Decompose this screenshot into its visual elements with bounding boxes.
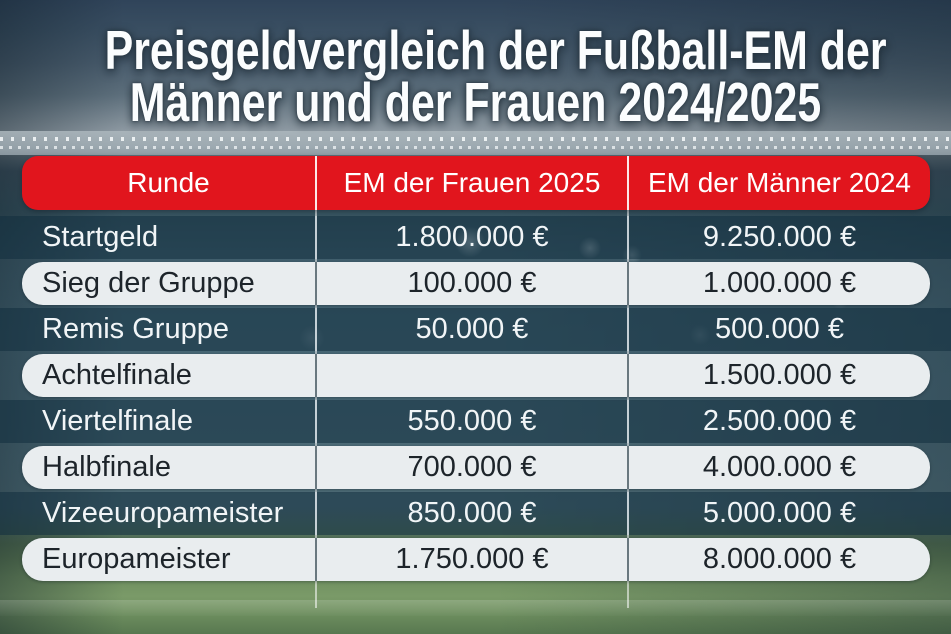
cell-runde: Europameister bbox=[42, 543, 231, 575]
cell-frauen-2025: 850.000 € bbox=[315, 492, 627, 535]
table-body: Startgeld 1.800.000 € 9.250.000 € Sieg d… bbox=[0, 216, 951, 581]
cell-frauen-2025: 1.800.000 € bbox=[315, 216, 627, 259]
cell-runde: Remis Gruppe bbox=[42, 313, 229, 345]
cell-maenner-2024: 1.000.000 € bbox=[626, 262, 930, 305]
cell-maenner-2024: 500.000 € bbox=[626, 308, 930, 351]
cell-maenner-2024: 8.000.000 € bbox=[626, 538, 930, 581]
title-line-2: Männer und der Frauen 2024/2025 bbox=[129, 71, 822, 133]
cell-runde: Achtelfinale bbox=[42, 359, 192, 391]
cell-runde: Viertelfinale bbox=[42, 405, 194, 437]
cell-frauen-2025 bbox=[315, 354, 627, 397]
cell-maenner-2024: 2.500.000 € bbox=[626, 400, 930, 443]
table-row: Vizeeuropameister 850.000 € 5.000.000 € bbox=[0, 492, 951, 535]
header-runde: Runde bbox=[127, 167, 210, 198]
table-row: Europameister 1.750.000 € 8.000.000 € bbox=[22, 538, 930, 581]
table-header-row: Runde EM der Frauen 2025 EM der Männer 2… bbox=[22, 156, 930, 210]
table-row: Remis Gruppe 50.000 € 500.000 € bbox=[0, 308, 951, 351]
cell-frauen-2025: 50.000 € bbox=[315, 308, 627, 351]
cell-frauen-2025: 100.000 € bbox=[315, 262, 627, 305]
cell-maenner-2024: 9.250.000 € bbox=[626, 216, 930, 259]
page-title: Preisgeldvergleich der Fußball-EM der Män… bbox=[105, 23, 887, 130]
cell-frauen-2025: 700.000 € bbox=[315, 446, 627, 489]
cell-frauen-2025: 1.750.000 € bbox=[315, 538, 627, 581]
prize-table: Runde EM der Frauen 2025 EM der Männer 2… bbox=[0, 156, 951, 608]
cell-runde: Sieg der Gruppe bbox=[42, 267, 255, 299]
title-line-1: Preisgeldvergleich der Fußball-EM der bbox=[104, 19, 887, 81]
cell-runde: Vizeeuropameister bbox=[42, 497, 284, 529]
cell-runde: Halbfinale bbox=[42, 451, 171, 483]
cell-runde: Startgeld bbox=[42, 221, 159, 253]
table-row: Viertelfinale 550.000 € 2.500.000 € bbox=[0, 400, 951, 443]
cell-maenner-2024: 4.000.000 € bbox=[626, 446, 930, 489]
table-row: Halbfinale 700.000 € 4.000.000 € bbox=[22, 446, 930, 489]
table-row: Achtelfinale 1.500.000 € bbox=[22, 354, 930, 397]
cell-frauen-2025: 550.000 € bbox=[315, 400, 627, 443]
header-em-maenner-2024: EM der Männer 2024 bbox=[626, 156, 930, 210]
cell-maenner-2024: 5.000.000 € bbox=[626, 492, 930, 535]
cell-maenner-2024: 1.500.000 € bbox=[626, 354, 930, 397]
table-row: Sieg der Gruppe 100.000 € 1.000.000 € bbox=[22, 262, 930, 305]
header-em-frauen-2025: EM der Frauen 2025 bbox=[315, 156, 627, 210]
table-row: Startgeld 1.800.000 € 9.250.000 € bbox=[0, 216, 951, 259]
